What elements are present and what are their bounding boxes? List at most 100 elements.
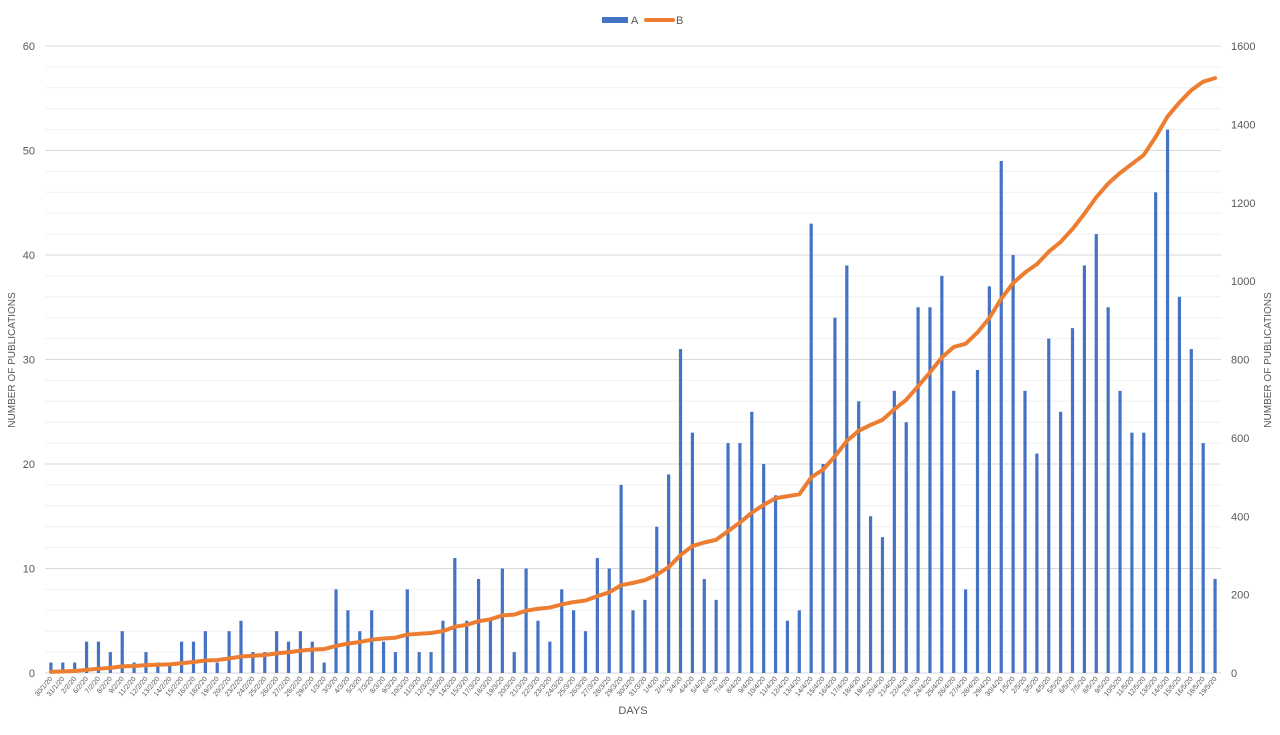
bar-a bbox=[643, 599, 647, 673]
line-series-b bbox=[48, 76, 1218, 674]
bar-a bbox=[631, 610, 635, 673]
bar-series-a bbox=[49, 129, 1217, 674]
bar-a bbox=[572, 610, 576, 673]
bar-a bbox=[453, 558, 457, 673]
bar-a bbox=[191, 641, 196, 673]
bar-a bbox=[488, 620, 493, 673]
bar-a bbox=[1130, 432, 1134, 673]
bar-a bbox=[215, 662, 219, 673]
y2-tick-label: 200 bbox=[1231, 590, 1249, 602]
bar-a bbox=[1189, 349, 1193, 673]
bar-a bbox=[714, 599, 718, 673]
bar-a bbox=[108, 652, 112, 673]
y2-tick-label: 1200 bbox=[1231, 198, 1255, 210]
series-b-line bbox=[48, 76, 1218, 674]
bar-a bbox=[144, 652, 148, 673]
bar-a bbox=[940, 275, 944, 673]
bar-a bbox=[286, 641, 291, 673]
left-axis-ticks: 0 10 20 30 40 50 60 bbox=[23, 41, 35, 680]
bar-a bbox=[61, 662, 65, 673]
bar-a bbox=[120, 631, 124, 673]
bar-a bbox=[1011, 255, 1015, 673]
bar-a bbox=[84, 641, 89, 673]
legend-label-b: B bbox=[676, 15, 683, 27]
bar-a bbox=[227, 631, 231, 673]
bar-a bbox=[797, 610, 801, 673]
bar-a bbox=[1213, 578, 1217, 673]
bar-a bbox=[999, 160, 1003, 673]
bar-a bbox=[536, 620, 540, 673]
bar-a bbox=[987, 286, 991, 673]
bar-a bbox=[168, 662, 172, 673]
bar-a bbox=[845, 265, 849, 673]
bar-a bbox=[1023, 390, 1027, 673]
bar-a bbox=[750, 411, 754, 673]
bar-a bbox=[916, 307, 920, 673]
bar-a bbox=[1106, 307, 1110, 673]
bar-a bbox=[429, 652, 433, 673]
bar-a bbox=[441, 620, 445, 673]
bar-a bbox=[892, 390, 896, 673]
legend-swatch-a bbox=[602, 17, 628, 23]
y-tick-label: 10 bbox=[23, 564, 35, 576]
y2-tick-label: 0 bbox=[1231, 668, 1237, 680]
bar-a bbox=[1059, 411, 1063, 673]
bar-a bbox=[1118, 390, 1122, 673]
bar-a bbox=[1154, 192, 1158, 674]
bar-a bbox=[180, 641, 184, 673]
bar-a bbox=[393, 652, 398, 673]
bar-a bbox=[964, 589, 968, 673]
legend-label-a: A bbox=[631, 15, 639, 27]
x-axis-title: DAYS bbox=[618, 705, 647, 717]
bar-a bbox=[49, 662, 53, 673]
y-tick-label: 20 bbox=[23, 459, 35, 471]
bar-a bbox=[904, 422, 908, 673]
bar-a bbox=[607, 568, 611, 673]
bar-a bbox=[702, 578, 706, 673]
bar-a bbox=[809, 223, 813, 673]
legend: A B bbox=[602, 15, 683, 27]
bar-a bbox=[1142, 432, 1146, 673]
bar-a bbox=[560, 589, 564, 673]
x-axis-ticks: 30/1/2031/1/202/2/206/2/207/2/208/2/209/… bbox=[34, 676, 1219, 698]
bar-a bbox=[358, 631, 362, 673]
bar-a bbox=[263, 652, 267, 673]
bar-a bbox=[203, 631, 207, 673]
y-tick-label: 40 bbox=[23, 250, 35, 262]
bar-a bbox=[1094, 234, 1098, 673]
bar-a bbox=[821, 464, 825, 673]
bar-a bbox=[678, 349, 683, 673]
bar-a bbox=[500, 568, 504, 673]
bar-a bbox=[1070, 328, 1075, 673]
right-axis-ticks: 0 200 400 600 800 1000 1200 1400 1600 bbox=[1231, 41, 1255, 680]
bar-a bbox=[1165, 129, 1170, 674]
bar-a bbox=[928, 307, 932, 673]
bar-a bbox=[975, 369, 980, 673]
y2-tick-label: 1400 bbox=[1231, 119, 1255, 131]
bar-a bbox=[773, 495, 778, 673]
y-tick-label: 60 bbox=[23, 41, 35, 53]
bar-a bbox=[1035, 453, 1039, 673]
bar-a bbox=[595, 558, 599, 673]
bar-a bbox=[857, 401, 861, 673]
bar-a bbox=[73, 662, 77, 673]
bar-a bbox=[690, 432, 694, 673]
bar-a bbox=[417, 652, 421, 673]
y2-tick-label: 1000 bbox=[1231, 276, 1255, 288]
bar-a bbox=[548, 641, 552, 673]
y2-tick-label: 400 bbox=[1231, 511, 1249, 523]
bar-a bbox=[762, 464, 766, 673]
bar-a bbox=[524, 568, 528, 673]
y-tick-label: 30 bbox=[23, 355, 35, 367]
bar-a bbox=[868, 516, 873, 673]
bar-a bbox=[251, 652, 255, 673]
bar-a bbox=[785, 620, 790, 673]
bar-a bbox=[619, 484, 623, 673]
bar-a bbox=[334, 589, 338, 673]
y-tick-label: 50 bbox=[23, 146, 35, 158]
bar-a bbox=[1177, 296, 1182, 673]
bar-a bbox=[512, 652, 516, 673]
y-tick-label: 0 bbox=[29, 668, 35, 680]
bar-a bbox=[96, 641, 101, 673]
